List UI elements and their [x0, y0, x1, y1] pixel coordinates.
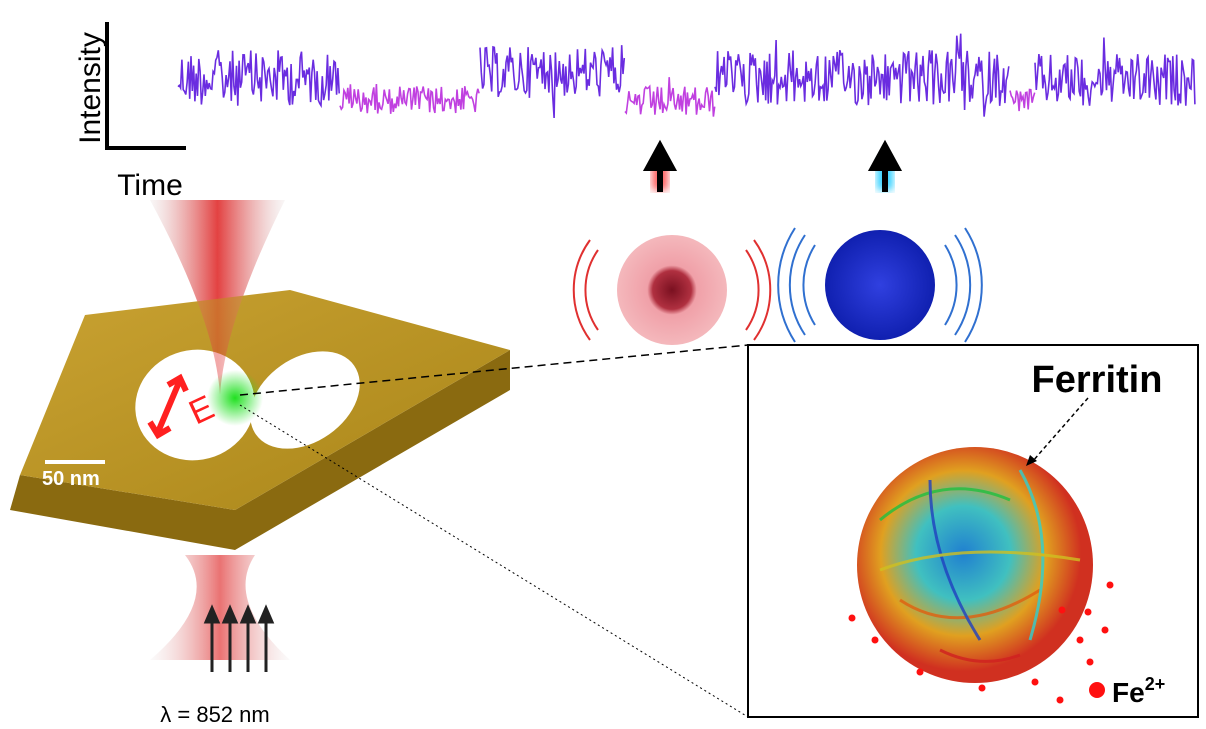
arrow: [648, 146, 672, 192]
trace-segment: [625, 77, 715, 116]
trace-segment: [715, 34, 1009, 117]
scale-label: 50 nm: [42, 468, 100, 490]
trace-segment: [1035, 38, 1195, 106]
ion-legend-dot: [1089, 682, 1105, 698]
trace-segment: [480, 45, 624, 118]
wavelength-label: λ = 852 nm: [160, 702, 269, 727]
x-axis-label: Time: [117, 169, 183, 202]
trace-segment: [340, 84, 479, 114]
trace-segment: [178, 50, 339, 105]
arrow: [873, 146, 897, 192]
axes-corner: [107, 22, 186, 148]
laser-beam: [150, 555, 290, 660]
ion-symbol: Fe: [1112, 677, 1145, 708]
figure: Intensity Time E 50 nm λ = 852 nm: [0, 0, 1206, 729]
protein-empty: [825, 230, 935, 340]
y-axis-label: Intensity: [74, 32, 107, 144]
protein-label: Ferritin: [1032, 359, 1163, 401]
protein-loaded: [617, 235, 727, 345]
ion-charge: 2+: [1145, 674, 1166, 694]
trace: [178, 34, 1195, 118]
trace-segment: [1010, 90, 1035, 112]
